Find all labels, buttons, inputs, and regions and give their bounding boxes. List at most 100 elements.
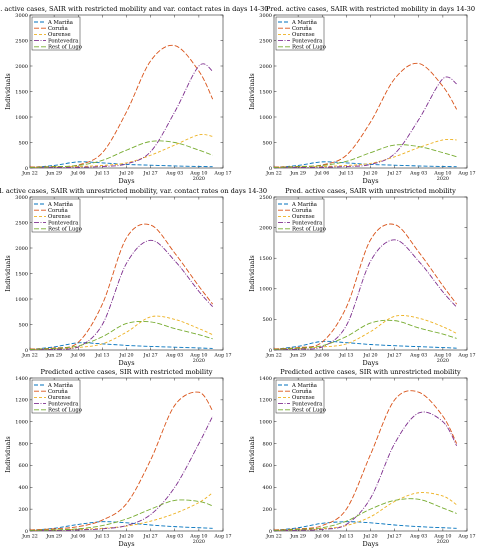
- series-line-5: [29, 140, 213, 168]
- x-tick-label: Aug 03: [409, 353, 427, 359]
- series-line-5: [273, 144, 457, 168]
- x-tick-label: Jul 06: [314, 171, 329, 177]
- y-tick-label: 1000: [259, 115, 272, 121]
- x-tick-label: Jul 27: [143, 171, 158, 177]
- y-tick-label: 2000: [259, 64, 272, 70]
- y-tick-label: 400: [262, 485, 272, 491]
- x-tick-label: Jun 22: [21, 534, 38, 540]
- x-tick-label: Jul 06: [70, 353, 85, 359]
- legend-label: Rest of Lugo: [292, 227, 326, 233]
- legend-label: Coruña: [48, 207, 69, 214]
- legend-label: Coruña: [48, 388, 69, 395]
- series-line-4: [273, 76, 457, 169]
- x-axis-label: Days: [362, 540, 378, 548]
- year-label: 2020: [437, 176, 449, 182]
- x-tick-label: Jul 13: [338, 534, 353, 540]
- x-tick-label: Jun 29: [289, 171, 306, 177]
- series-line-5: [29, 499, 213, 531]
- x-tick-label: Jul 06: [70, 534, 85, 540]
- chart-title: Pred. active cases, SAIR with unrestrict…: [285, 187, 456, 195]
- y-axis-label: Individuals: [4, 255, 12, 291]
- legend-label: Ourense: [292, 32, 315, 38]
- y-tick-label: 2500: [15, 220, 28, 226]
- chart-panel-1: Pred. active cases, SAIR with restricted…: [0, 5, 268, 185]
- y-tick-label: 1500: [15, 89, 28, 95]
- legend-label: Ourense: [48, 395, 71, 401]
- legend-label: A Mariña: [291, 19, 318, 26]
- y-tick-label: 1500: [259, 256, 272, 262]
- y-tick-label: 1000: [15, 297, 28, 303]
- chart-panel-6: Predicted active cases, SIR with unrestr…: [248, 368, 476, 548]
- x-tick-label: Jul 27: [143, 353, 158, 359]
- year-label: 2020: [193, 358, 205, 364]
- y-tick-label: 0: [25, 166, 28, 172]
- y-tick-label: 1200: [259, 398, 272, 404]
- x-axis-label: Days: [362, 177, 378, 185]
- x-tick-label: Aug 03: [165, 171, 183, 177]
- x-tick-label: Jul 27: [387, 353, 402, 359]
- series-line-4: [273, 239, 457, 351]
- x-tick-label: Jun 22: [265, 353, 282, 359]
- y-axis-label: Individuals: [4, 73, 12, 109]
- x-tick-label: Aug 10: [433, 353, 451, 359]
- legend-label: Ourense: [292, 214, 315, 220]
- y-tick-label: 200: [18, 507, 28, 513]
- x-tick-label: Jun 22: [265, 534, 282, 540]
- legend-label: Rest of Lugo: [48, 45, 82, 51]
- y-tick-label: 1000: [15, 115, 28, 121]
- legend-label: Ourense: [48, 214, 71, 220]
- x-tick-label: Jul 20: [362, 534, 377, 540]
- legend-box: [31, 198, 81, 233]
- x-tick-label: Jun 22: [265, 171, 282, 177]
- series-line-1: [273, 521, 457, 531]
- chart-title: Pred. active cases, SAIR with restricted…: [0, 5, 268, 13]
- x-tick-label: Aug 17: [457, 353, 475, 359]
- chart-panel-4: Pred. active cases, SAIR with unrestrict…: [248, 187, 476, 367]
- series-line-1: [29, 161, 213, 168]
- series-line-1: [29, 521, 213, 531]
- series-line-4: [273, 411, 458, 532]
- x-tick-label: Jul 20: [118, 171, 133, 177]
- series-line-5: [273, 498, 457, 531]
- y-tick-label: 0: [269, 529, 272, 535]
- series-line-5: [273, 319, 457, 350]
- x-tick-label: Jul 20: [362, 171, 377, 177]
- y-tick-label: 800: [18, 441, 28, 447]
- y-tick-label: 1000: [259, 420, 272, 426]
- x-tick-label: Aug 03: [165, 534, 183, 540]
- x-tick-label: Jul 13: [94, 353, 109, 359]
- x-tick-label: Aug 10: [189, 534, 207, 540]
- x-tick-label: Jun 22: [21, 353, 38, 359]
- x-tick-label: Jul 06: [314, 353, 329, 359]
- y-axis-label: Individuals: [248, 255, 256, 291]
- legend-label: Rest of Lugo: [292, 408, 326, 414]
- y-tick-label: 2500: [259, 195, 272, 201]
- y-tick-label: 1400: [259, 376, 272, 382]
- x-tick-label: Aug 17: [457, 171, 475, 177]
- series-line-5: [29, 320, 213, 350]
- y-tick-label: 500: [18, 322, 28, 328]
- x-tick-label: Aug 10: [189, 171, 207, 177]
- legend-label: Pontevedra: [292, 401, 323, 407]
- chart-panel-3: Pred. active cases, SAIR with unrestrict…: [0, 187, 267, 367]
- x-tick-label: Aug 17: [213, 171, 231, 177]
- x-axis-label: Days: [118, 359, 134, 367]
- y-tick-label: 1000: [15, 420, 28, 426]
- y-tick-label: 600: [262, 463, 272, 469]
- y-axis-label: Individuals: [248, 436, 256, 472]
- legend-label: Coruña: [292, 25, 313, 32]
- chart-panel-5: Predicted active cases, SIR with restric…: [4, 368, 232, 548]
- legend-label: Pontevedra: [292, 220, 323, 226]
- legend-label: Pontevedra: [292, 38, 323, 44]
- x-tick-label: Aug 17: [457, 534, 475, 540]
- legend-label: A Mariña: [47, 201, 74, 208]
- series-line-2: [273, 223, 458, 350]
- x-tick-label: Jul 13: [338, 353, 353, 359]
- x-tick-label: Aug 10: [189, 353, 207, 359]
- legend-label: A Mariña: [291, 382, 318, 389]
- y-tick-label: 3000: [15, 195, 28, 201]
- series-line-4: [29, 239, 213, 351]
- y-tick-label: 0: [25, 348, 28, 354]
- legend-box: [275, 198, 325, 233]
- y-tick-label: 1500: [15, 271, 28, 277]
